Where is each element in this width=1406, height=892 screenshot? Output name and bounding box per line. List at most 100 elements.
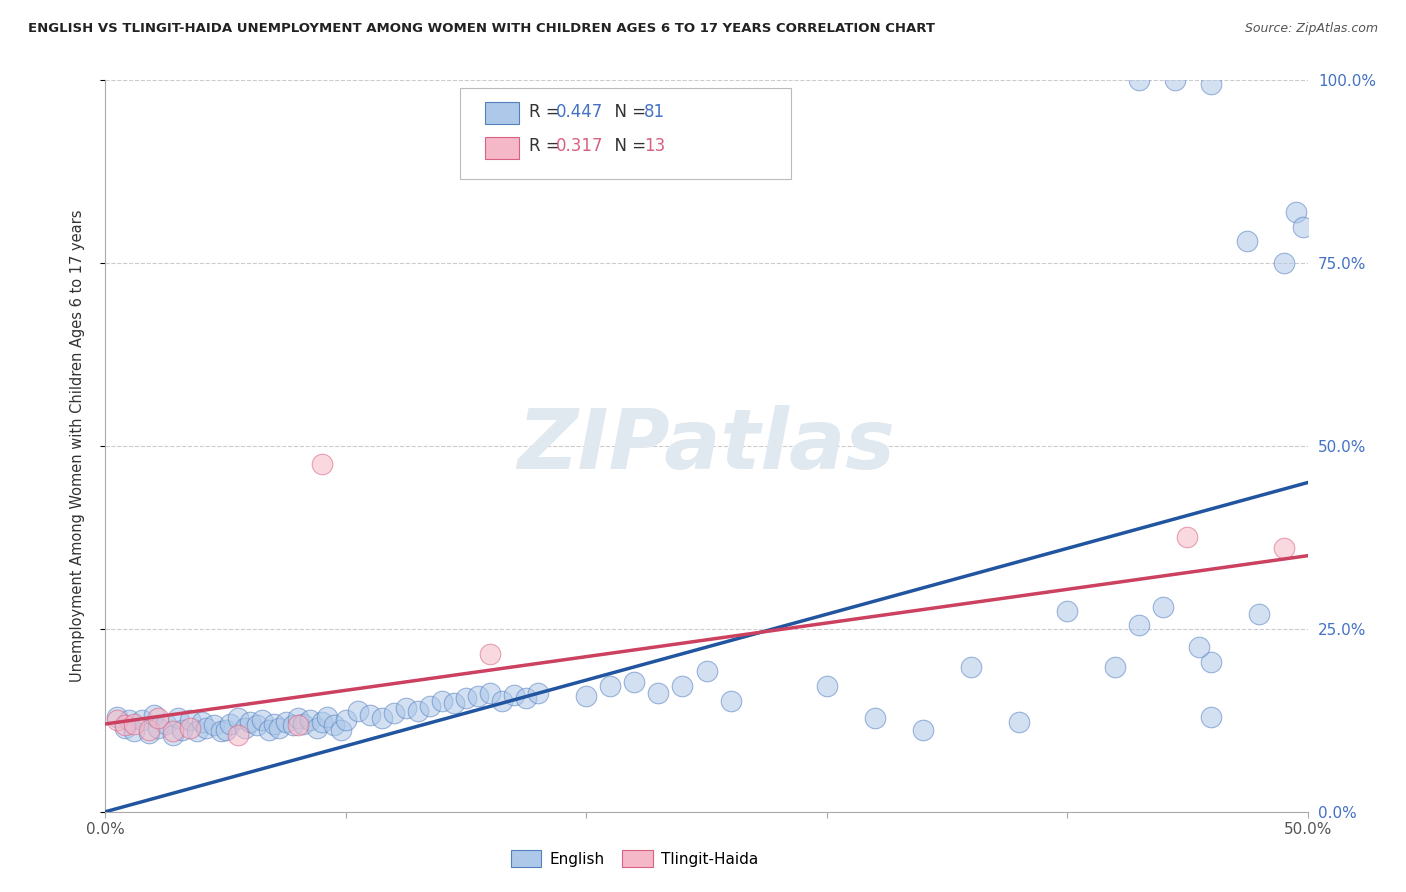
Text: 0.317: 0.317 [557, 137, 603, 155]
English [138, 725, 160, 739]
English [233, 721, 256, 735]
Text: N =: N = [605, 103, 652, 120]
English [419, 698, 441, 713]
English [527, 686, 550, 700]
English [287, 711, 309, 725]
English [1128, 618, 1150, 632]
English [246, 718, 269, 732]
English [696, 665, 718, 679]
Text: Source: ZipAtlas.com: Source: ZipAtlas.com [1244, 22, 1378, 36]
English [1236, 234, 1258, 248]
English [382, 706, 405, 720]
Text: R =: R = [529, 103, 565, 120]
English [190, 715, 212, 730]
English [1152, 599, 1174, 614]
English [263, 717, 285, 731]
Tlingit-Haida [226, 728, 249, 742]
English [430, 693, 453, 707]
English [315, 709, 337, 723]
English [1008, 715, 1031, 730]
Tlingit-Haida [114, 718, 136, 732]
English [311, 715, 333, 730]
English [148, 721, 170, 735]
English [479, 686, 502, 700]
English [209, 724, 232, 739]
English [491, 693, 513, 707]
English [214, 723, 236, 737]
English [575, 689, 598, 703]
English [359, 708, 381, 723]
English [1201, 77, 1223, 91]
English [131, 714, 153, 728]
English [239, 715, 262, 730]
English [250, 714, 273, 728]
English [515, 691, 537, 706]
English [186, 724, 208, 739]
Tlingit-Haida [138, 723, 160, 737]
English [219, 717, 242, 731]
English [1164, 73, 1187, 87]
English [1128, 73, 1150, 87]
Tlingit-Haida [124, 717, 146, 731]
English [1272, 256, 1295, 270]
English [322, 718, 344, 732]
English [1188, 640, 1211, 655]
English [267, 721, 290, 735]
Text: ZIPatlas: ZIPatlas [517, 406, 896, 486]
English [395, 701, 418, 715]
English [1284, 205, 1306, 219]
Text: 13: 13 [644, 137, 665, 155]
English [118, 714, 141, 728]
English [1292, 219, 1315, 234]
English [647, 686, 669, 700]
English [330, 723, 353, 737]
Tlingit-Haida [311, 458, 333, 472]
English [335, 714, 357, 728]
English [172, 723, 194, 737]
English [257, 723, 280, 737]
English [274, 715, 297, 730]
English [1249, 607, 1271, 622]
English [291, 717, 314, 731]
English [281, 718, 304, 732]
Legend: English, Tlingit-Haida: English, Tlingit-Haida [505, 844, 763, 873]
Text: ENGLISH VS TLINGIT-HAIDA UNEMPLOYMENT AMONG WOMEN WITH CHILDREN AGES 6 TO 17 YEA: ENGLISH VS TLINGIT-HAIDA UNEMPLOYMENT AM… [28, 22, 935, 36]
Tlingit-Haida [162, 724, 184, 739]
English [1056, 603, 1078, 617]
Tlingit-Haida [287, 718, 309, 732]
English [863, 711, 886, 725]
English [503, 688, 526, 702]
English [162, 728, 184, 742]
Tlingit-Haida [179, 721, 201, 735]
English [1201, 655, 1223, 669]
Text: 81: 81 [644, 103, 665, 120]
English [623, 674, 645, 689]
English [347, 704, 370, 718]
Y-axis label: Unemployment Among Women with Children Ages 6 to 17 years: Unemployment Among Women with Children A… [70, 210, 84, 682]
English [142, 708, 165, 723]
English [720, 693, 742, 707]
Tlingit-Haida [479, 648, 502, 662]
FancyBboxPatch shape [485, 103, 519, 124]
Tlingit-Haida [1175, 530, 1198, 544]
English [124, 724, 146, 739]
FancyBboxPatch shape [485, 136, 519, 159]
Tlingit-Haida [148, 711, 170, 725]
English [599, 679, 621, 693]
Tlingit-Haida [1272, 541, 1295, 556]
English [960, 660, 983, 674]
FancyBboxPatch shape [460, 87, 790, 179]
Text: R =: R = [529, 137, 565, 155]
English [671, 679, 693, 693]
English [195, 721, 218, 735]
English [179, 714, 201, 728]
English [166, 711, 188, 725]
English [371, 711, 394, 725]
English [467, 689, 489, 703]
English [406, 704, 429, 718]
English [454, 691, 477, 706]
Text: N =: N = [605, 137, 652, 155]
English [298, 714, 321, 728]
English [226, 711, 249, 725]
English [202, 718, 225, 732]
